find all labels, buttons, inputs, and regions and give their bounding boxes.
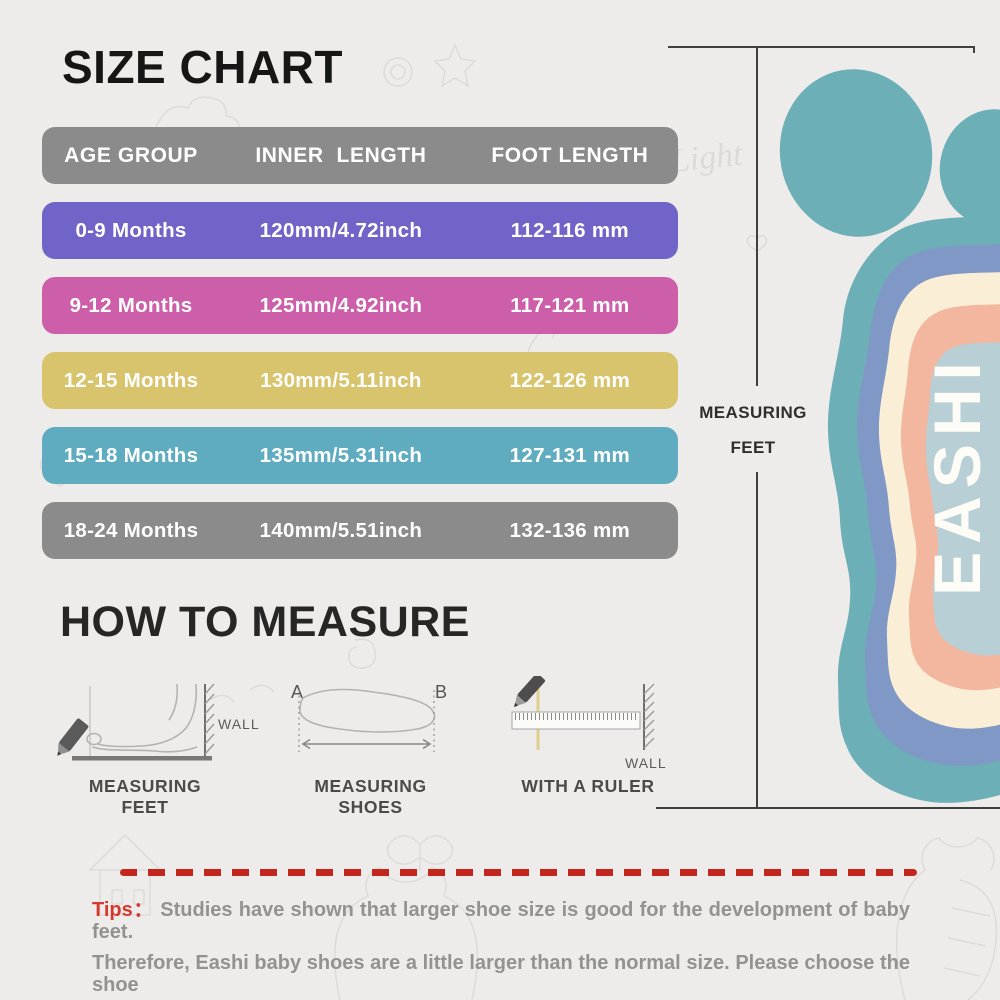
measuring-feet-label: MEASURING FEET bbox=[88, 776, 202, 817]
tips-line-2: Therefore, Eashi baby shoes are a little… bbox=[92, 952, 910, 996]
tips-line-1: Tips： Studies have shown that larger sho… bbox=[92, 899, 910, 943]
floor-line bbox=[72, 756, 212, 761]
big-toe bbox=[779, 69, 933, 237]
shoe-sole-sketch bbox=[299, 688, 436, 733]
inner-length-cell: 130mm/5.11inch bbox=[260, 368, 422, 392]
foot-length-cell: 127-131 mm bbox=[509, 443, 631, 467]
foot-length-cell: 122-126 mm bbox=[509, 368, 631, 392]
age-group-cell: 9-12 Months bbox=[69, 293, 193, 317]
measure-line-bottom bbox=[656, 807, 1000, 809]
table-row: 9-12 Months 125mm/4.92inch 117-121 mm bbox=[42, 277, 678, 334]
col-header-age-group: AGE GROUP bbox=[64, 143, 198, 167]
size-table: AGE GROUP INNER LENGTH FOOT LENGTH 0-9 M… bbox=[42, 127, 678, 577]
dashed-divider bbox=[120, 869, 917, 876]
measuring-feet-illustration: WALL bbox=[57, 683, 260, 761]
foot-caption-line2: FEET bbox=[730, 438, 776, 457]
measuring-shoes-illustration: A B bbox=[291, 682, 447, 752]
tips-paragraph: Tips： Studies have shown that larger sho… bbox=[92, 899, 910, 1000]
foot-caption-line1: MEASURING bbox=[699, 403, 807, 422]
age-group-cell: 0-9 Months bbox=[75, 218, 187, 242]
tips-text-1: Studies have shown that larger shoe size… bbox=[92, 899, 910, 943]
with-a-ruler-illustration: WALL bbox=[511, 676, 667, 771]
wall-hatching bbox=[643, 683, 655, 749]
foot-length-cell: 112-116 mm bbox=[510, 218, 629, 242]
table-row: 18-24 Months 140mm/5.51inch 132-136 mm bbox=[42, 502, 678, 559]
table-header-row: AGE GROUP INNER LENGTH FOOT LENGTH bbox=[42, 127, 678, 184]
col-header-foot-length: FOOT LENGTH bbox=[491, 143, 649, 167]
table-row: 15-18 Months 135mm/5.31inch 127-131 mm bbox=[42, 427, 678, 484]
measure-line-vertical-upper bbox=[756, 46, 758, 386]
foot-inner bbox=[925, 342, 1000, 656]
second-toe bbox=[939, 109, 1000, 225]
pencil-icon bbox=[57, 718, 89, 756]
wall-hatching bbox=[204, 683, 215, 755]
footprint-graphic: EASHI bbox=[779, 69, 1000, 803]
wall-label: WALL bbox=[625, 755, 667, 771]
col-header-inner-length: INNER LENGTH bbox=[255, 143, 427, 167]
inner-length-cell: 120mm/4.72inch bbox=[259, 218, 423, 242]
inner-length-cell: 140mm/5.51inch bbox=[259, 518, 423, 542]
page-title: SIZE CHART bbox=[62, 41, 343, 93]
inner-length-cell: 135mm/5.31inch bbox=[259, 443, 423, 467]
inner-length-cell: 125mm/4.92inch bbox=[259, 293, 423, 317]
foot-sketch bbox=[86, 683, 198, 753]
with-a-ruler-label: WITH A RULER bbox=[521, 776, 655, 796]
how-to-measure-heading: HOW TO MEASURE bbox=[60, 598, 470, 646]
wall-label: WALL bbox=[218, 716, 260, 732]
doodle-word-light: Light bbox=[668, 135, 746, 180]
length-arrow bbox=[301, 738, 432, 750]
table-row: 0-9 Months 120mm/4.72inch 112-116 mm bbox=[42, 202, 678, 259]
age-group-cell: 12-15 Months bbox=[63, 368, 199, 392]
foot-length-cell: 132-136 mm bbox=[509, 518, 631, 542]
point-b-label: B bbox=[435, 682, 447, 702]
brand-logo-text: EASHI bbox=[920, 354, 994, 596]
pencil-icon bbox=[513, 676, 546, 708]
tips-label: Tips： bbox=[92, 899, 155, 921]
measure-line-vertical-lower bbox=[756, 472, 758, 808]
age-group-cell: 15-18 Months bbox=[63, 443, 199, 467]
foot-length-cell: 117-121 mm bbox=[510, 293, 630, 317]
measure-line-top bbox=[668, 46, 975, 48]
measuring-shoes-label: MEASURING SHOES bbox=[314, 776, 427, 817]
age-group-cell: 18-24 Months bbox=[63, 518, 199, 542]
point-a-label: A bbox=[291, 682, 303, 702]
table-row: 12-15 Months 130mm/5.11inch 122-126 mm bbox=[42, 352, 678, 409]
measure-line-top-tick bbox=[973, 46, 975, 53]
